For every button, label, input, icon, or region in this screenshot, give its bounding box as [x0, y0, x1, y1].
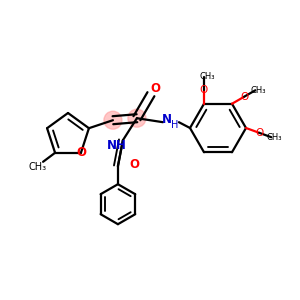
- Circle shape: [128, 109, 146, 127]
- Text: H: H: [171, 120, 178, 130]
- Text: N: N: [162, 113, 172, 126]
- Text: O: O: [129, 158, 139, 171]
- Text: CH₃: CH₃: [250, 86, 266, 95]
- Text: O: O: [150, 82, 160, 95]
- Text: O: O: [255, 128, 263, 138]
- Text: CH₃: CH₃: [28, 162, 46, 172]
- Text: NH: NH: [107, 139, 127, 152]
- Text: CH₃: CH₃: [267, 133, 282, 142]
- Text: O: O: [76, 146, 86, 159]
- Text: O: O: [240, 92, 248, 102]
- Text: CH₃: CH₃: [199, 72, 215, 81]
- Text: O: O: [200, 85, 208, 95]
- Circle shape: [104, 111, 122, 129]
